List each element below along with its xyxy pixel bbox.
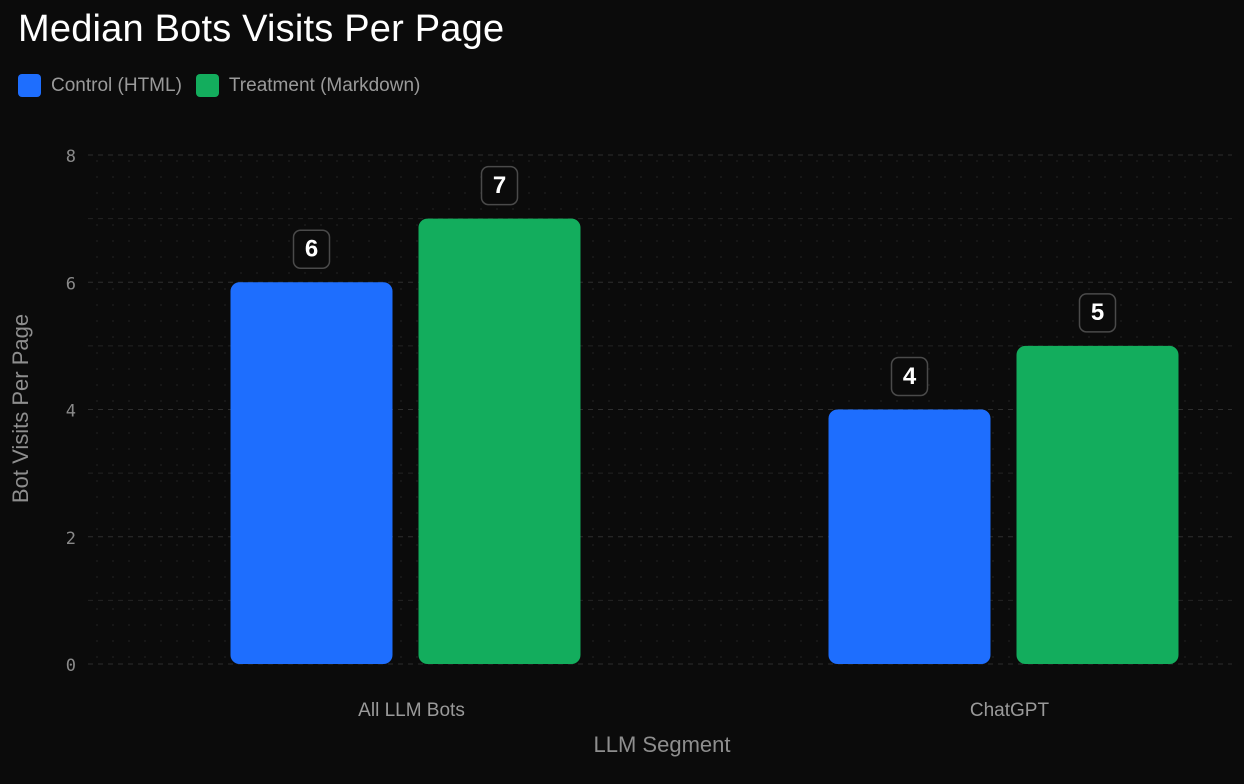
- data-label-badge: [292, 229, 331, 269]
- legend-swatch-control: [18, 74, 41, 97]
- bar-control-chatgpt[interactable]: [828, 409, 991, 665]
- data-label-badge: [1078, 293, 1117, 333]
- legend-label-control: Control (HTML): [51, 74, 182, 96]
- legend-label-treatment: Treatment (Markdown): [228, 74, 421, 96]
- data-label: 5: [1091, 299, 1104, 326]
- data-label: 6: [305, 236, 318, 263]
- data-label-badge: [890, 356, 929, 397]
- legend-item-control[interactable]: Control (HTML): [18, 74, 182, 97]
- y-tick-label: 4: [66, 402, 76, 422]
- legend: Control (HTML) Treatment (Markdown): [18, 74, 420, 97]
- y-tick-label: 8: [66, 147, 76, 167]
- data-label-badge: [480, 165, 519, 206]
- chart-title: Median Bots Visits Per Page: [18, 8, 505, 50]
- x-tick-label: ChatGPT: [970, 700, 1050, 721]
- legend-swatch-treatment: [195, 74, 219, 97]
- y-tick-label: 0: [66, 656, 76, 676]
- data-label: 4: [903, 363, 917, 390]
- bar-treatment-chatgpt[interactable]: [1016, 345, 1179, 664]
- y-tick-label: 6: [66, 274, 76, 294]
- x-axis-title: LLM Segment: [594, 732, 731, 757]
- legend-item-treatment[interactable]: Treatment (Markdown): [195, 74, 421, 97]
- y-axis-title: Bot Visits Per Page: [8, 314, 33, 503]
- y-tick-label: 2: [66, 529, 76, 549]
- bar-treatment-all-llm-bots[interactable]: [418, 218, 581, 664]
- data-label: 7: [493, 172, 506, 199]
- bar-control-all-llm-bots[interactable]: [230, 282, 393, 664]
- x-tick-label: All LLM Bots: [358, 700, 465, 721]
